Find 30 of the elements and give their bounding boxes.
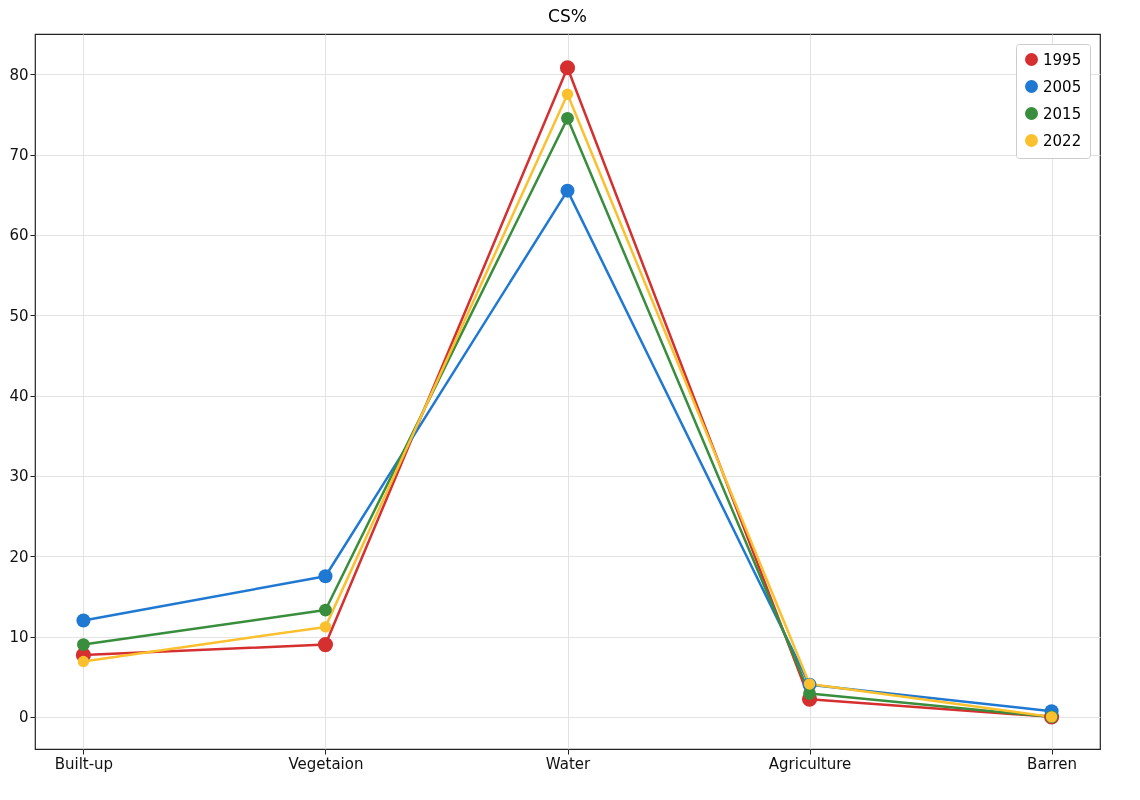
x-tick-label: Agriculture	[768, 754, 852, 773]
x-tick-label: Barren	[1027, 754, 1078, 773]
point	[559, 60, 576, 76]
y-tick-label: 80	[9, 65, 29, 84]
y-tick-label: 20	[9, 547, 29, 566]
y-tick-label: 0	[18, 708, 29, 727]
point	[318, 569, 333, 584]
x-tick-label: Water	[545, 754, 591, 773]
point	[561, 88, 574, 100]
y-tick-label: 30	[9, 467, 29, 486]
chart-title: CS%	[548, 6, 587, 26]
y-tick-label: 60	[9, 226, 29, 245]
y-tick-label: 70	[9, 146, 29, 165]
point	[561, 111, 574, 125]
point	[77, 655, 90, 668]
y-tick-label: 40	[9, 387, 29, 406]
legend-label: 2015	[1043, 104, 1082, 123]
point	[560, 183, 575, 198]
y-tick-label: 10	[9, 628, 29, 647]
point	[76, 613, 91, 628]
legend-label: 2022	[1043, 131, 1082, 150]
legend-label: 1995	[1043, 50, 1082, 69]
x-tick-label: Vegetaion	[288, 754, 364, 773]
point	[319, 621, 332, 633]
point	[77, 638, 90, 651]
y-tick-label: 50	[9, 306, 29, 325]
x-tick-label: Built-up	[54, 754, 114, 773]
legend-label: 2005	[1043, 77, 1082, 96]
point	[319, 603, 332, 617]
point	[317, 636, 334, 653]
